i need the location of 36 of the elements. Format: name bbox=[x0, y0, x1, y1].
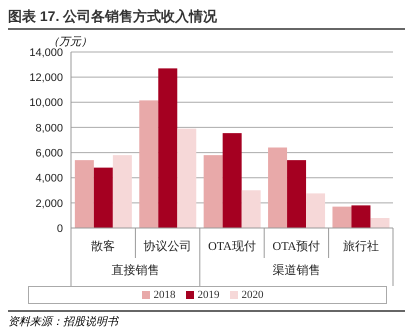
bar bbox=[332, 206, 352, 228]
y-tick-label: 12,000 bbox=[29, 72, 63, 84]
text: 直接销售 bbox=[111, 263, 160, 277]
x-tick-label: OTA现付 bbox=[208, 239, 256, 253]
chart-title: 图表 17. 公司各销售方式收入情况 bbox=[8, 8, 405, 30]
y-tick-label: 14,000 bbox=[29, 46, 63, 59]
bar bbox=[242, 190, 261, 228]
y-tick-label: 8,000 bbox=[35, 122, 63, 134]
bar bbox=[268, 148, 288, 228]
legend-label: 2020 bbox=[242, 289, 264, 301]
bar bbox=[204, 155, 223, 228]
y-tick-label: 4,000 bbox=[35, 172, 63, 185]
bar bbox=[74, 160, 94, 228]
bar bbox=[287, 160, 306, 228]
legend-label: 2018 bbox=[154, 289, 176, 301]
text: 渠道销售 bbox=[272, 263, 320, 277]
bar bbox=[112, 155, 132, 228]
bar bbox=[158, 68, 178, 228]
bar bbox=[94, 168, 113, 228]
y-tick-label: 10,000 bbox=[29, 97, 63, 110]
x-tick-label: 散客 bbox=[91, 239, 116, 253]
bar bbox=[222, 133, 242, 228]
y-tick-label: 0 bbox=[56, 222, 63, 235]
legend-label: 2019 bbox=[198, 289, 220, 301]
bar bbox=[177, 128, 196, 228]
bar bbox=[370, 218, 390, 228]
bar bbox=[351, 205, 370, 228]
bar bbox=[139, 100, 158, 228]
text: 资料来源：招股说明书 bbox=[8, 310, 405, 329]
y-tick-label: 6,000 bbox=[35, 147, 63, 160]
x-tick-label: 旅行社 bbox=[342, 239, 379, 253]
x-tick-label: 协议公司 bbox=[144, 239, 192, 253]
x-tick-label: OTA预付 bbox=[272, 239, 320, 253]
bar bbox=[306, 193, 326, 228]
y-axis-title: （万元） bbox=[47, 35, 93, 48]
y-tick-label: 2,000 bbox=[35, 198, 63, 210]
